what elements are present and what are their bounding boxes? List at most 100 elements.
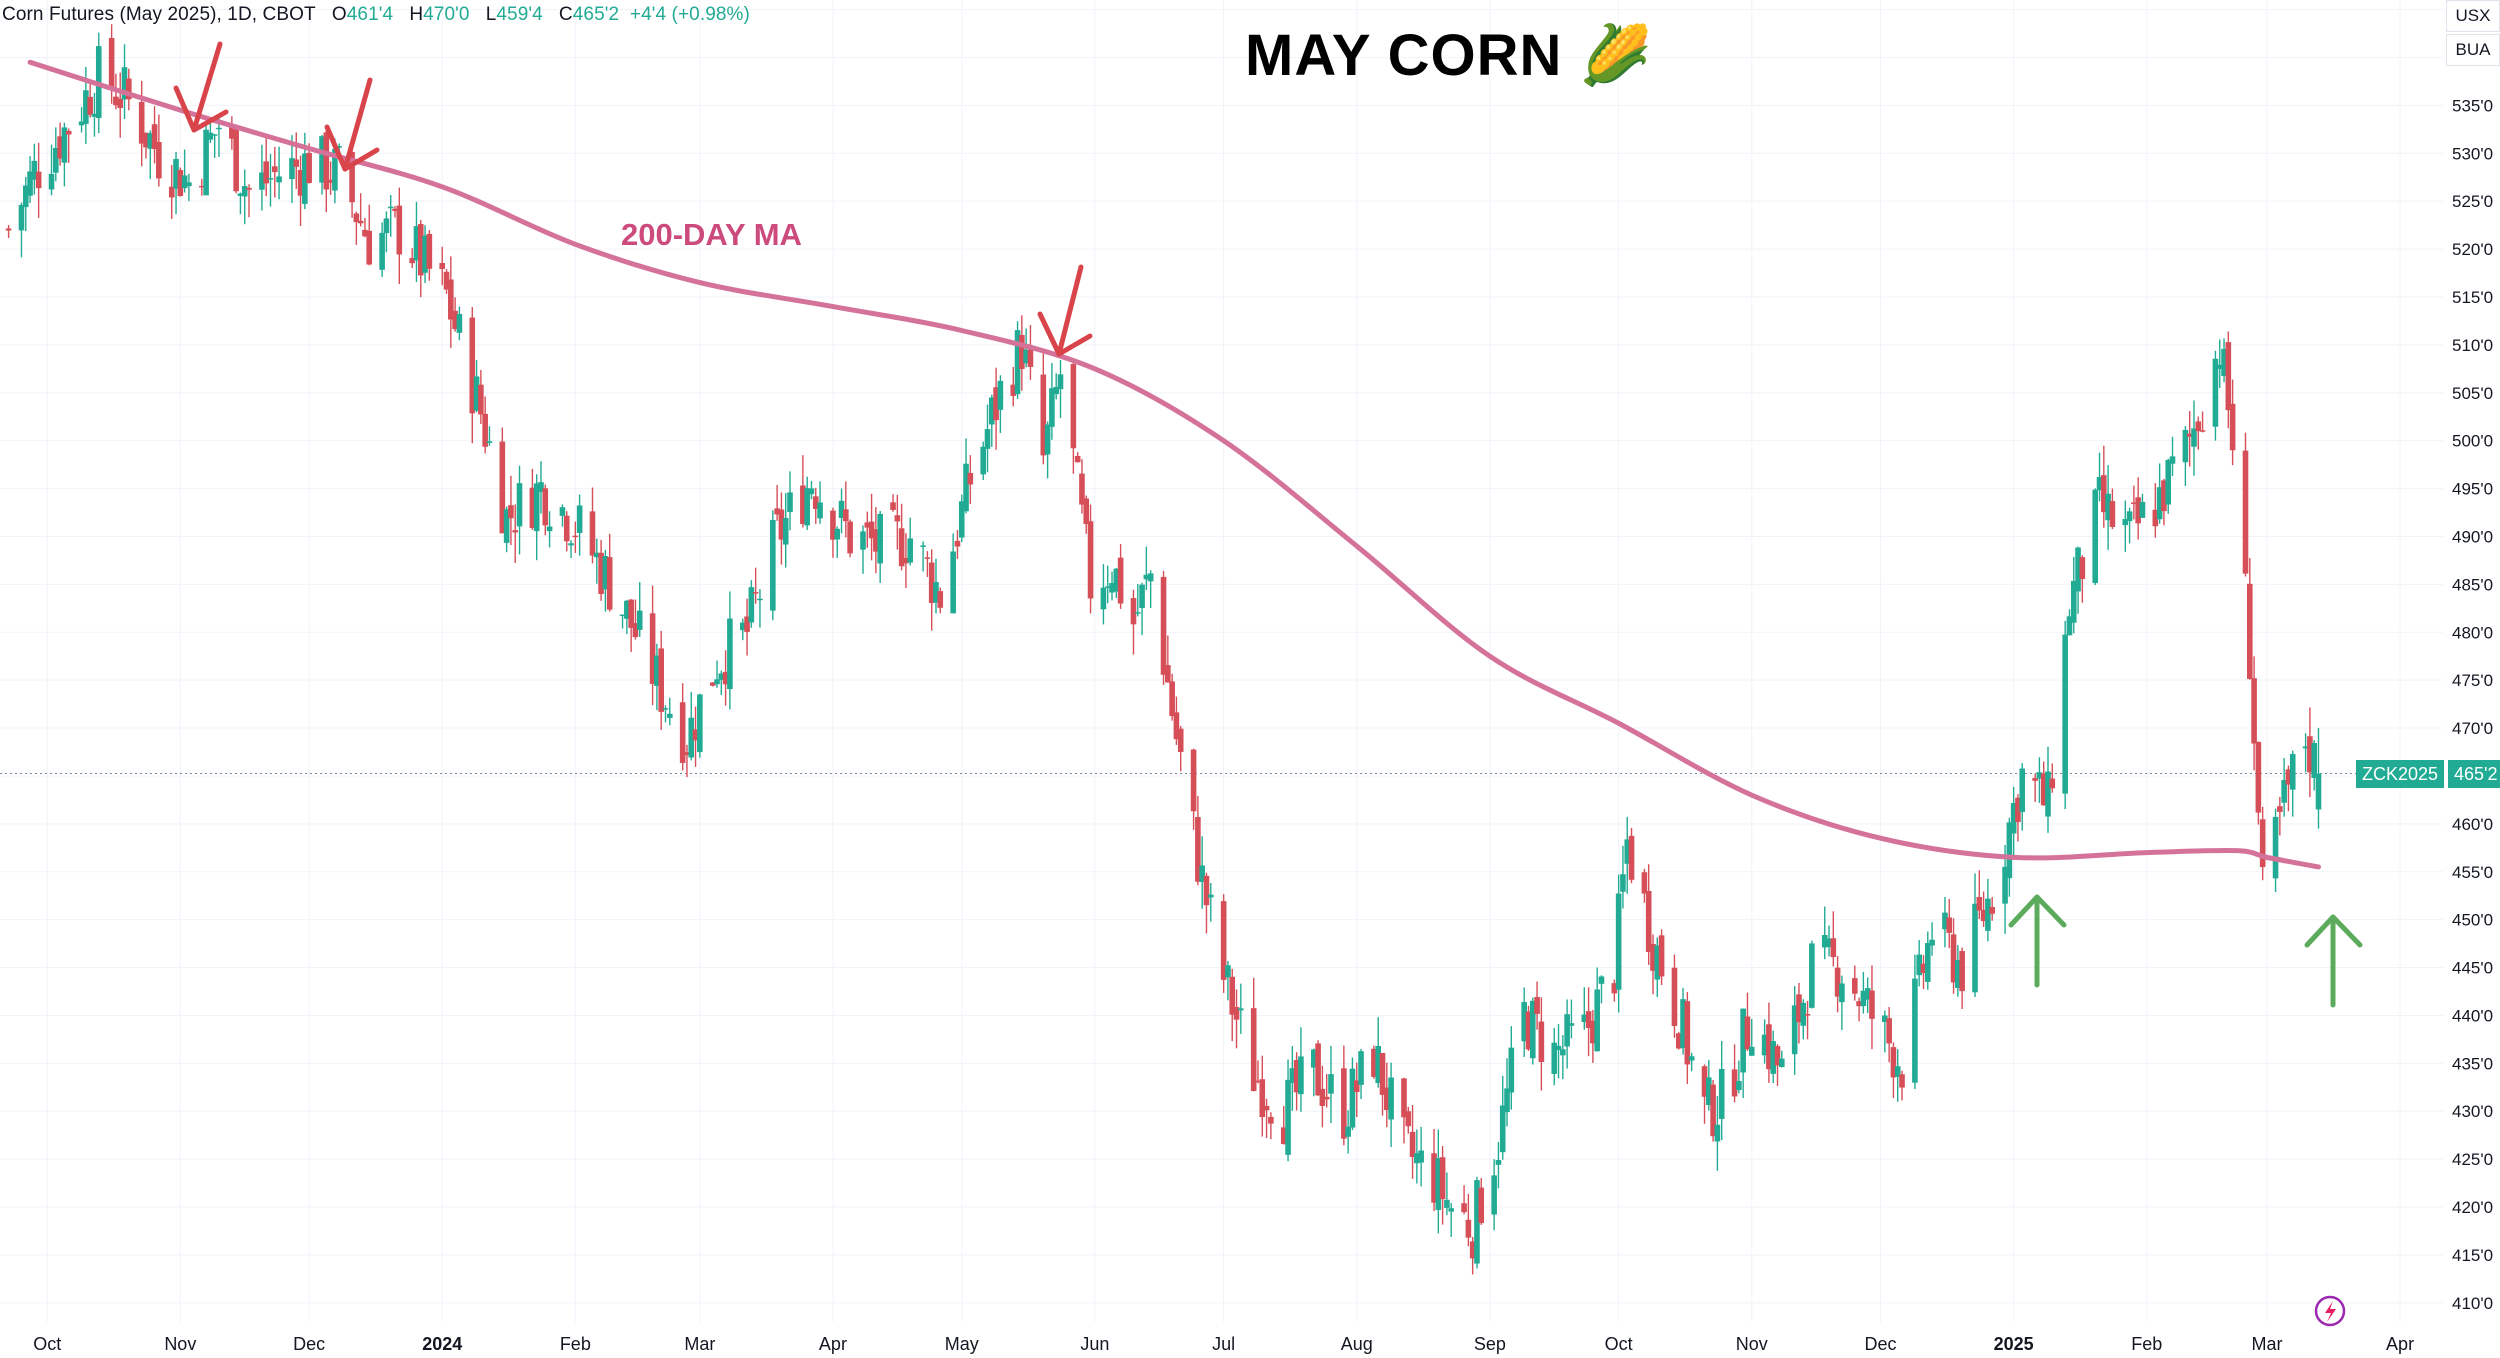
candle[interactable] xyxy=(782,493,789,568)
candle[interactable] xyxy=(1375,1017,1382,1088)
candle[interactable] xyxy=(1706,1059,1712,1111)
candle[interactable] xyxy=(1169,673,1175,721)
candle[interactable] xyxy=(1345,1110,1351,1154)
candle[interactable] xyxy=(2199,411,2206,433)
candle[interactable] xyxy=(980,441,987,481)
candle[interactable] xyxy=(27,156,33,203)
candle[interactable] xyxy=(924,551,931,577)
candle[interactable] xyxy=(1766,1002,1772,1083)
candles[interactable] xyxy=(5,24,2322,1275)
candle[interactable] xyxy=(744,598,750,656)
candle[interactable] xyxy=(1551,1027,1558,1086)
candle[interactable] xyxy=(800,455,806,528)
candle[interactable] xyxy=(426,230,433,281)
candle[interactable] xyxy=(2281,757,2287,817)
candle[interactable] xyxy=(319,135,325,195)
candle[interactable] xyxy=(78,107,85,133)
candle[interactable] xyxy=(2036,757,2043,803)
candle[interactable] xyxy=(1371,1045,1377,1079)
candle[interactable] xyxy=(598,539,604,601)
candle[interactable] xyxy=(1074,452,1081,463)
candle[interactable] xyxy=(1529,997,1536,1065)
candle[interactable] xyxy=(1414,1129,1420,1184)
candle[interactable] xyxy=(422,225,428,284)
candle[interactable] xyxy=(379,222,385,277)
candle[interactable] xyxy=(456,306,463,341)
candle[interactable] xyxy=(636,582,643,637)
candle[interactable] xyxy=(1383,1062,1390,1128)
candle[interactable] xyxy=(1019,315,1025,391)
candle[interactable] xyxy=(2225,331,2232,429)
candle[interactable] xyxy=(778,492,785,565)
candle[interactable] xyxy=(1474,1176,1480,1269)
candle[interactable] xyxy=(138,80,145,167)
candle[interactable] xyxy=(1293,1052,1300,1111)
candle[interactable] xyxy=(439,246,446,286)
candle[interactable] xyxy=(503,506,510,553)
candle[interactable] xyxy=(168,165,175,219)
candle[interactable] xyxy=(1628,827,1635,884)
candle[interactable] xyxy=(2255,741,2262,825)
candle[interactable] xyxy=(1736,1060,1742,1094)
candle[interactable] xyxy=(1280,1106,1287,1145)
candle[interactable] xyxy=(2032,773,2038,803)
candle[interactable] xyxy=(903,533,909,588)
candle[interactable] xyxy=(1826,925,1832,957)
candle[interactable] xyxy=(1920,955,1927,990)
candle[interactable] xyxy=(1285,1059,1291,1162)
candle[interactable] xyxy=(1538,997,1545,1091)
candle[interactable] xyxy=(1890,1042,1897,1098)
candle[interactable] xyxy=(1924,931,1931,990)
candle[interactable] xyxy=(1624,816,1631,894)
candle[interactable] xyxy=(289,135,295,204)
candle[interactable] xyxy=(1465,1193,1472,1247)
candle[interactable] xyxy=(2010,786,2017,859)
candle[interactable] xyxy=(448,256,454,348)
candle[interactable] xyxy=(988,394,995,447)
candle[interactable] xyxy=(1555,1024,1562,1079)
candle[interactable] xyxy=(1980,891,1987,927)
candle[interactable] xyxy=(229,116,235,150)
candle[interactable] xyxy=(654,643,660,711)
candle[interactable] xyxy=(662,705,669,723)
candle[interactable] xyxy=(1740,1008,1746,1099)
candle[interactable] xyxy=(963,438,969,514)
candle[interactable] xyxy=(259,144,265,211)
candle[interactable] xyxy=(1379,1052,1386,1116)
candle[interactable] xyxy=(1199,836,1205,909)
candle[interactable] xyxy=(241,169,248,225)
candle[interactable] xyxy=(2015,794,2021,842)
candle[interactable] xyxy=(1684,992,1691,1084)
candle[interactable] xyxy=(860,525,866,574)
candle[interactable] xyxy=(478,369,484,424)
candle[interactable] xyxy=(1929,922,1935,956)
candle[interactable] xyxy=(2242,432,2249,577)
candle[interactable] xyxy=(1431,1128,1437,1212)
candle[interactable] xyxy=(121,44,128,120)
candle[interactable] xyxy=(1594,967,1600,1052)
candle[interactable] xyxy=(619,614,626,629)
candle[interactable] xyxy=(1139,582,1145,636)
candle[interactable] xyxy=(35,142,42,218)
candle[interactable] xyxy=(2259,806,2266,881)
candle[interactable] xyxy=(2186,411,2193,467)
candle[interactable] xyxy=(1010,366,1017,407)
symbol-legend[interactable]: Corn Futures (May 2025), 1D, CBOT O461'4… xyxy=(2,4,750,26)
candle[interactable] xyxy=(1869,965,1875,1050)
candle[interactable] xyxy=(1087,504,1094,614)
candle[interactable] xyxy=(1268,1112,1274,1140)
candle[interactable] xyxy=(1955,945,1961,997)
candle[interactable] xyxy=(774,485,780,521)
candle[interactable] xyxy=(1985,878,1991,942)
candle[interactable] xyxy=(1942,896,1948,948)
candle[interactable] xyxy=(2096,452,2103,502)
candle[interactable] xyxy=(684,744,690,778)
candle[interactable] xyxy=(817,481,823,524)
candle[interactable] xyxy=(198,178,205,196)
candle[interactable] xyxy=(48,144,55,196)
candle[interactable] xyxy=(1886,1007,1892,1063)
lightning-icon[interactable] xyxy=(2314,1295,2346,1327)
candle[interactable] xyxy=(1104,565,1111,604)
candle[interactable] xyxy=(1864,977,1871,1014)
candle[interactable] xyxy=(843,481,849,538)
